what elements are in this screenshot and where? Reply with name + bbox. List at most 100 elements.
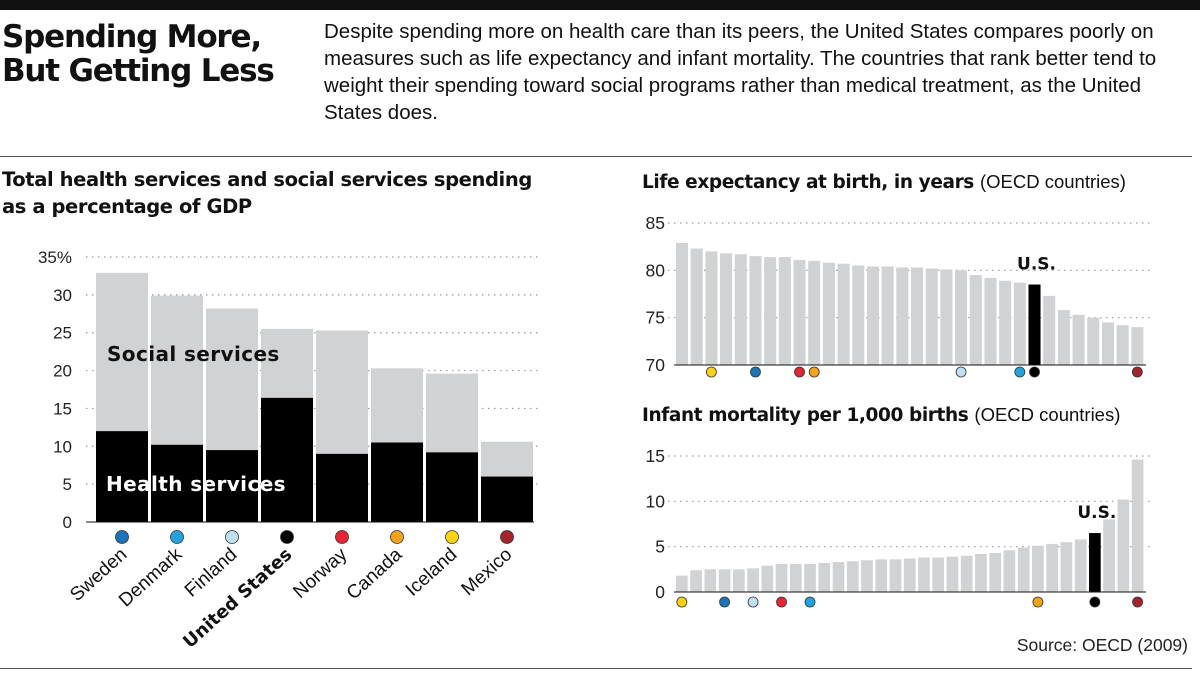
infant-bar bbox=[1046, 543, 1058, 592]
life-bar bbox=[852, 265, 865, 365]
infant-chart-title: Infant mortality per 1,000 births (OECD … bbox=[642, 401, 1198, 429]
life-y-tick-label: 75 bbox=[646, 308, 665, 328]
gdp-y-tick-label: 35% bbox=[38, 248, 72, 267]
health-services-bar bbox=[151, 444, 203, 522]
infant-bar bbox=[918, 557, 930, 592]
infant-bar bbox=[804, 563, 816, 592]
social-services-bar bbox=[481, 441, 533, 477]
life-y-tick-label: 70 bbox=[646, 355, 666, 375]
gdp-y-tick-label: 10 bbox=[53, 437, 72, 456]
infant-country-marker bbox=[776, 596, 787, 608]
infant-bar bbox=[789, 563, 802, 592]
life-bar bbox=[1043, 295, 1056, 365]
infant-country-marker bbox=[804, 596, 816, 608]
life-bar bbox=[1101, 322, 1114, 365]
life-bar bbox=[1013, 282, 1026, 365]
infant-bar bbox=[1074, 539, 1087, 592]
country-marker bbox=[170, 530, 184, 544]
social-services-bar bbox=[371, 368, 423, 443]
infant-bar bbox=[932, 557, 945, 592]
country-marker bbox=[500, 530, 514, 544]
country-marker bbox=[280, 530, 294, 544]
life-bar bbox=[881, 266, 894, 365]
social-services-bar bbox=[206, 308, 258, 451]
infant-bar bbox=[818, 562, 831, 592]
infant-country-marker bbox=[676, 596, 688, 608]
social-services-bar bbox=[316, 330, 368, 454]
country-marker bbox=[225, 530, 239, 544]
life-expectancy-chart: 70 75 80 85 U.S. bbox=[646, 213, 1150, 378]
life-chart-title-note: (OECD countries) bbox=[979, 171, 1126, 192]
infant-country-marker bbox=[747, 596, 759, 608]
health-services-label: Health services bbox=[106, 472, 286, 496]
infant-bar bbox=[718, 569, 731, 592]
health-services-bar bbox=[261, 397, 313, 522]
infant-country-marker bbox=[1032, 596, 1044, 608]
gdp-y-tick-label: 15 bbox=[53, 399, 72, 418]
life-bar bbox=[925, 268, 938, 365]
country-marker bbox=[390, 530, 404, 544]
social-services-label: Social services bbox=[107, 342, 280, 366]
infant-bar bbox=[846, 561, 859, 592]
infant-bar bbox=[1103, 519, 1115, 592]
infant-country-marker bbox=[719, 596, 730, 608]
footer-divider bbox=[0, 668, 1192, 669]
health-services-bar bbox=[206, 450, 258, 522]
infant-bar bbox=[989, 553, 1002, 592]
infant-bar bbox=[775, 563, 788, 592]
infant-y-tick-label: 15 bbox=[646, 446, 665, 466]
infant-bar bbox=[1131, 459, 1144, 592]
infant-country-marker bbox=[1089, 596, 1101, 608]
infant-country-marker bbox=[1132, 596, 1143, 608]
life-country-marker bbox=[750, 366, 761, 378]
page-title-line-1: Spending More, bbox=[2, 19, 262, 55]
infant-bar bbox=[1060, 542, 1073, 592]
country-marker bbox=[115, 530, 129, 544]
life-country-marker bbox=[705, 366, 717, 378]
infant-bar bbox=[946, 556, 959, 592]
life-bar bbox=[749, 256, 762, 365]
life-country-marker bbox=[955, 366, 967, 378]
social-services-bar bbox=[151, 295, 203, 445]
life-bar bbox=[866, 266, 879, 365]
country-tick-label: Mexico bbox=[458, 544, 517, 600]
life-chart-title: Life expectancy at birth, in years (OECD… bbox=[642, 168, 1198, 196]
gdp-spending-chart: 05101520253035%SwedenDenmarkFinlandUnite… bbox=[38, 248, 538, 653]
infant-y-tick-label: 10 bbox=[646, 491, 666, 511]
country-tick-label: Canada bbox=[343, 544, 407, 604]
life-bar bbox=[822, 262, 835, 365]
life-country-marker bbox=[1014, 366, 1026, 378]
infant-bar bbox=[1032, 545, 1044, 592]
life-bar bbox=[896, 267, 909, 365]
life-bar bbox=[808, 260, 821, 365]
infant-bar bbox=[704, 569, 717, 592]
life-country-marker bbox=[1131, 366, 1143, 378]
infant-y-tick-label: 0 bbox=[655, 582, 665, 602]
life-country-marker bbox=[794, 366, 805, 378]
page-title-line-2: But Getting Less bbox=[2, 53, 275, 89]
health-services-bar bbox=[96, 431, 148, 522]
country-tick-label: Iceland bbox=[402, 544, 462, 601]
health-services-bar bbox=[371, 442, 423, 522]
gdp-y-tick-label: 30 bbox=[53, 286, 72, 305]
life-bar bbox=[837, 263, 850, 365]
life-us-label: U.S. bbox=[1017, 255, 1056, 275]
gdp-y-tick-label: 5 bbox=[63, 475, 72, 494]
gdp-chart-title: Total health services and social service… bbox=[2, 168, 532, 218]
life-bar bbox=[720, 253, 733, 365]
infant-bar bbox=[747, 568, 759, 592]
life-bar bbox=[1087, 317, 1100, 365]
infant-us-label: U.S. bbox=[1077, 503, 1116, 523]
life-bar bbox=[734, 254, 747, 365]
infant-bar bbox=[975, 553, 987, 592]
life-country-marker bbox=[808, 366, 820, 378]
life-bar bbox=[764, 257, 777, 365]
health-services-bar bbox=[426, 452, 478, 522]
infant-bar bbox=[761, 565, 774, 592]
infant-mortality-chart: 0 5 10 15 U.S. bbox=[646, 446, 1150, 608]
gdp-y-tick-label: 0 bbox=[63, 513, 72, 532]
life-y-tick-label: 85 bbox=[646, 213, 665, 233]
top-bar bbox=[0, 0, 1200, 10]
life-bar bbox=[1057, 310, 1070, 365]
source-note: Source: OECD (2009) bbox=[1016, 635, 1188, 655]
